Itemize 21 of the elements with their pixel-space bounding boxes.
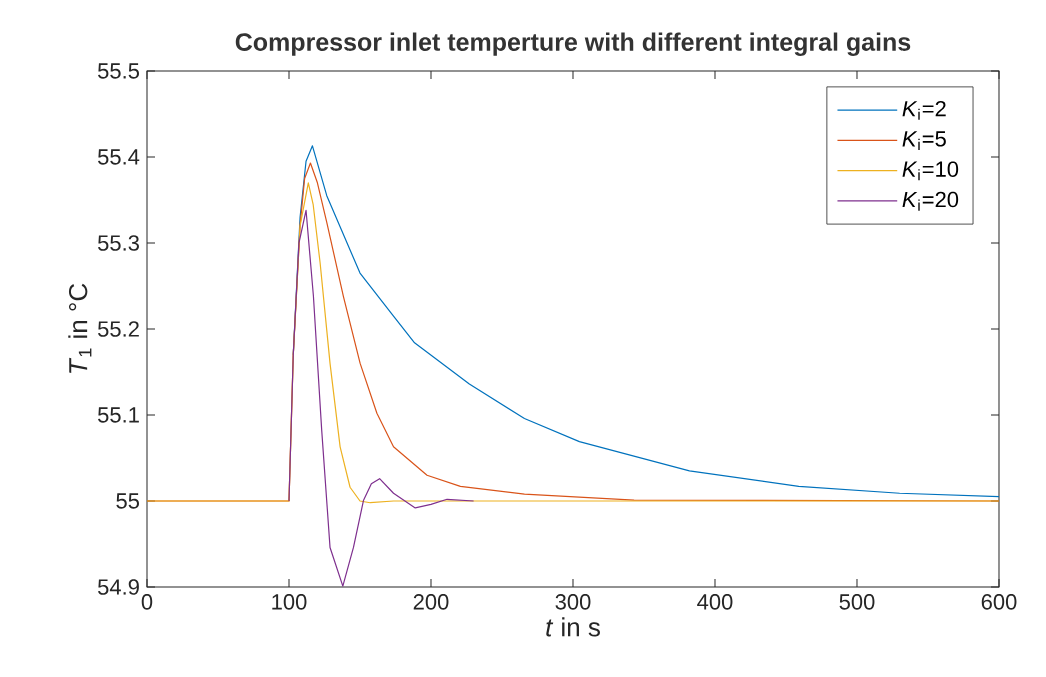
x-tick-label: 400 [697,594,733,610]
legend-label: K$_{i}$=2 [902,100,946,120]
chart-title: Compressor inlet temperture with different integral gains [235,32,911,56]
y-tick-label: 55.2 [98,321,139,337]
legend-label: K$_{i}$=10 [902,161,959,181]
y-tick-label: 55 [116,493,139,509]
x-tick-label: 100 [272,594,307,610]
y-tick-label: 55.5 [98,63,139,79]
y-tick-label: 55.1 [98,407,139,423]
x-tick-label: 0 [141,594,153,610]
x-tick-label: 600 [981,594,1017,610]
x-tick-label: 200 [413,594,449,610]
y-tick-label: 54.9 [98,579,139,595]
y-axis-title: T$_{1}$ in °C [68,283,92,373]
y-tick-label: 55.3 [98,235,139,251]
y-tick-label: 55.4 [98,149,140,165]
x-axis-title: t in s [546,617,600,637]
legend-label: K$_{i}$=5 [902,131,946,150]
legend-label: K$_{i}$=20 [902,191,959,211]
x-tick-label: 300 [555,594,591,610]
x-tick-label: 500 [839,594,875,610]
